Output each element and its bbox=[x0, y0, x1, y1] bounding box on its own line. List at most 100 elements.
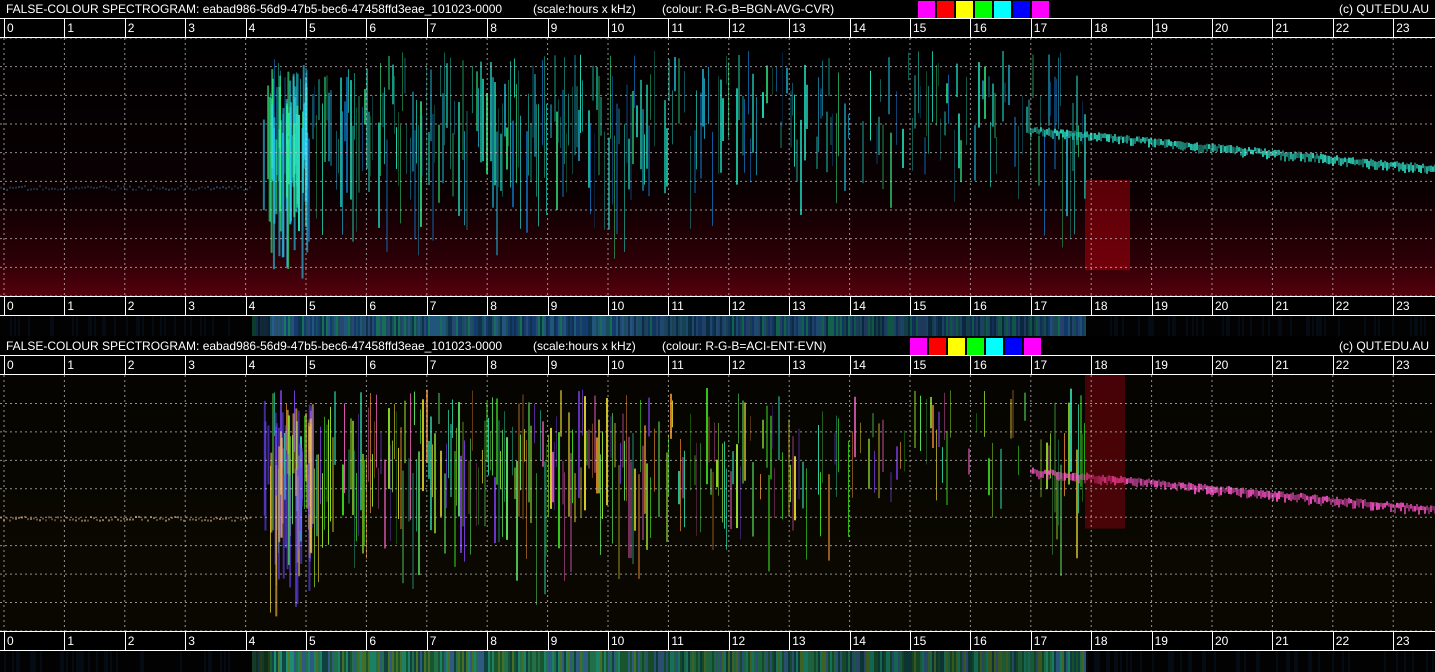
index-column bbox=[608, 316, 610, 336]
x-tick-label: 19 bbox=[1154, 21, 1168, 35]
x-tick-label: 19 bbox=[1154, 358, 1168, 372]
index-column bbox=[1416, 316, 1418, 336]
index-column bbox=[1022, 651, 1024, 672]
index-column bbox=[314, 316, 316, 336]
index-column bbox=[864, 316, 866, 336]
x-tick bbox=[185, 356, 187, 374]
insect-band bbox=[1114, 133, 1116, 141]
index-column bbox=[96, 651, 98, 672]
index-column bbox=[1032, 316, 1034, 336]
index-column bbox=[1418, 316, 1420, 336]
index-column bbox=[1048, 316, 1050, 336]
x-tick bbox=[487, 297, 489, 315]
x-tick-label: 9 bbox=[550, 299, 558, 313]
spectral-streak bbox=[546, 103, 547, 215]
index-column bbox=[498, 316, 500, 336]
spectral-streak bbox=[588, 110, 590, 188]
spectral-streak bbox=[578, 109, 580, 161]
background-line bbox=[105, 186, 107, 189]
index-column bbox=[190, 651, 192, 672]
index-column bbox=[1046, 316, 1048, 336]
index-column bbox=[292, 651, 294, 672]
insect-band bbox=[1234, 147, 1236, 155]
index-column bbox=[670, 316, 672, 336]
index-column bbox=[118, 651, 120, 672]
index-column bbox=[1416, 651, 1418, 672]
spectral-streak bbox=[756, 97, 757, 176]
index-column bbox=[12, 316, 14, 336]
index-column bbox=[698, 316, 700, 336]
insect-band bbox=[1386, 162, 1388, 171]
index-column bbox=[1232, 316, 1234, 336]
spectral-streak bbox=[642, 445, 644, 541]
spectral-streak bbox=[278, 446, 281, 543]
index-column bbox=[1038, 316, 1040, 336]
index-column bbox=[1112, 316, 1114, 336]
index-column bbox=[664, 651, 666, 672]
insect-band bbox=[1108, 134, 1110, 143]
insect-band bbox=[1180, 141, 1182, 150]
index-strip-svg bbox=[0, 316, 1435, 336]
spectral-streak bbox=[396, 411, 397, 545]
x-tick-label: 6 bbox=[369, 299, 377, 313]
index-column bbox=[1122, 651, 1124, 672]
index-column bbox=[50, 316, 52, 336]
index-column bbox=[826, 651, 828, 672]
index-column bbox=[1424, 651, 1426, 672]
index-column bbox=[24, 651, 26, 672]
index-column bbox=[1238, 316, 1240, 336]
insect-band bbox=[1232, 487, 1234, 494]
index-column bbox=[1058, 651, 1060, 672]
spectral-streak bbox=[550, 427, 552, 509]
spectral-streak bbox=[414, 130, 416, 240]
index-column bbox=[996, 651, 998, 672]
index-column bbox=[460, 651, 462, 672]
index-column bbox=[818, 651, 820, 672]
index-column bbox=[558, 651, 560, 672]
background-line bbox=[42, 517, 44, 520]
insect-band bbox=[1388, 162, 1390, 169]
spectral-streak bbox=[1076, 75, 1078, 145]
spectral-streak bbox=[930, 396, 932, 429]
spectral-streak bbox=[594, 133, 595, 229]
index-column bbox=[334, 651, 336, 672]
spectral-streak bbox=[610, 416, 612, 458]
insect-band bbox=[1190, 483, 1192, 490]
index-column bbox=[412, 651, 414, 672]
insect-band bbox=[1308, 496, 1310, 506]
index-column bbox=[1388, 316, 1390, 336]
spectral-streak bbox=[1056, 78, 1057, 123]
insect-band bbox=[1044, 129, 1046, 137]
index-column bbox=[10, 316, 12, 336]
spectral-streak bbox=[558, 432, 560, 549]
index-column bbox=[1430, 316, 1432, 336]
x-tick-label: 14 bbox=[852, 299, 866, 313]
background-line bbox=[162, 517, 164, 520]
insect-band bbox=[1208, 144, 1210, 149]
index-column bbox=[274, 316, 276, 336]
index-column bbox=[378, 316, 380, 336]
index-column bbox=[566, 651, 568, 672]
index-column bbox=[1022, 316, 1024, 336]
index-column bbox=[966, 651, 968, 672]
index-column bbox=[1342, 316, 1344, 336]
spectral-streak bbox=[348, 69, 349, 113]
index-column bbox=[936, 651, 938, 672]
insect-band bbox=[1272, 493, 1274, 501]
index-column bbox=[768, 316, 770, 336]
index-column bbox=[122, 316, 124, 336]
x-tick bbox=[64, 632, 66, 650]
index-column bbox=[1328, 316, 1330, 336]
insect-band bbox=[1258, 148, 1260, 154]
index-column bbox=[1184, 651, 1186, 672]
index-column bbox=[114, 316, 116, 336]
spectral-streak bbox=[452, 133, 454, 197]
index-column bbox=[978, 316, 980, 336]
x-tick bbox=[547, 297, 549, 315]
index-column bbox=[394, 651, 396, 672]
spectral-streak bbox=[862, 121, 864, 184]
insect-band bbox=[1188, 142, 1190, 148]
insect-band bbox=[1036, 126, 1038, 134]
insect-band bbox=[1406, 163, 1408, 170]
index-column bbox=[472, 651, 474, 672]
